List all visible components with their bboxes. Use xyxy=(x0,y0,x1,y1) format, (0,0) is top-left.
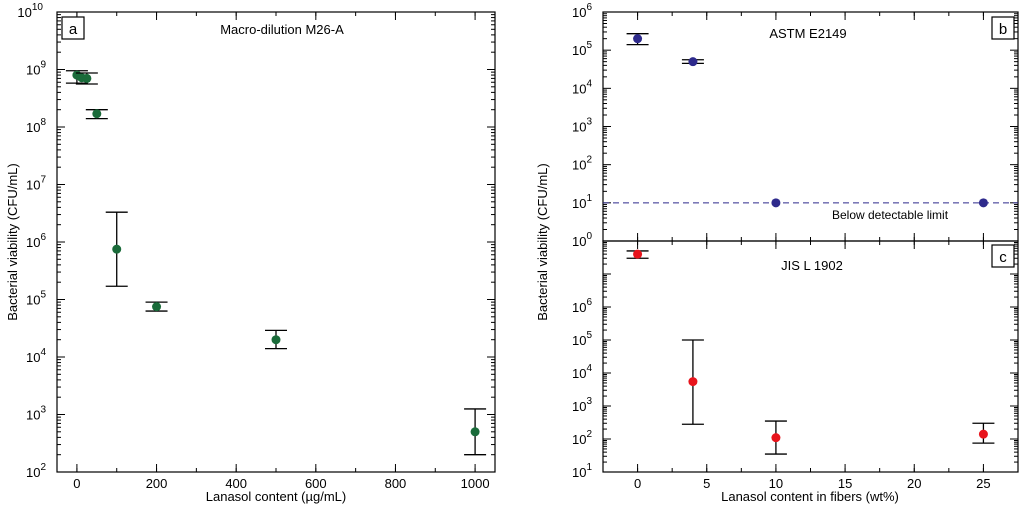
x-tick-label: 400 xyxy=(225,476,247,491)
y-tick-label: 106 xyxy=(572,2,592,20)
data-point xyxy=(771,198,781,208)
panel-c-letter: c xyxy=(999,249,1007,266)
y-tick-exponent: 6 xyxy=(586,297,592,308)
panel-b-letter: b xyxy=(999,21,1007,38)
data-point xyxy=(688,57,698,67)
y-tick-exponent: 0 xyxy=(586,231,592,242)
y-tick-label: 101 xyxy=(572,193,592,211)
x-tick-label: 15 xyxy=(838,476,852,491)
y-tick-label: 105 xyxy=(572,330,592,348)
y-tick-label: 102 xyxy=(572,155,592,173)
panel-c-title: JIS L 1902 xyxy=(781,258,843,273)
y-tick-label: 106 xyxy=(572,297,592,315)
y-tick-exponent: 3 xyxy=(40,405,46,416)
panel-c-frame xyxy=(602,240,1019,473)
y-tick-exponent: 6 xyxy=(586,2,592,13)
y-tick-exponent: 9 xyxy=(40,60,46,71)
x-tick-label: 0 xyxy=(73,476,80,491)
y-tick-label: 103 xyxy=(572,117,592,135)
y-tick-label: 105 xyxy=(26,290,46,308)
data-point xyxy=(92,109,102,119)
y-tick-exponent: 2 xyxy=(586,155,592,166)
panel-a-frame xyxy=(56,11,496,473)
y-tick-label: 107 xyxy=(26,175,46,193)
data-point xyxy=(152,302,162,312)
data-point xyxy=(633,249,643,259)
data-point xyxy=(112,244,122,254)
y-tick-label: 102 xyxy=(26,462,46,480)
panel-c-xlabel: Lanasol content in fibers (wt%) xyxy=(721,489,899,504)
y-tick-label: 104 xyxy=(572,363,592,381)
y-tick-exponent: 4 xyxy=(40,347,46,358)
data-point xyxy=(771,433,781,443)
panel-c-letter-box xyxy=(991,244,1015,268)
y-tick-label: 103 xyxy=(26,405,46,423)
data-point xyxy=(978,429,988,439)
x-tick-label: 25 xyxy=(976,476,990,491)
x-tick-label: 20 xyxy=(907,476,921,491)
y-tick-label: 1010 xyxy=(17,2,43,20)
y-tick-exponent: 2 xyxy=(586,429,592,440)
y-tick-exponent: 10 xyxy=(32,2,44,13)
panel-b-frame xyxy=(602,11,1019,242)
y-tick-exponent: 1 xyxy=(586,193,592,204)
y-tick-exponent: 2 xyxy=(40,462,46,473)
panel-a-letter-box xyxy=(61,16,85,40)
y-tick-label: 104 xyxy=(572,78,592,96)
x-tick-label: 200 xyxy=(146,476,168,491)
x-tick-label: 600 xyxy=(305,476,327,491)
data-point xyxy=(633,34,643,44)
x-tick-label: 1000 xyxy=(461,476,490,491)
x-tick-label: 0 xyxy=(634,476,641,491)
y-tick-label: 109 xyxy=(26,60,46,78)
y-tick-label: 106 xyxy=(26,232,46,250)
y-tick-label: 104 xyxy=(26,347,46,365)
x-tick-label: 10 xyxy=(769,476,783,491)
data-point xyxy=(688,377,698,387)
y-tick-exponent: 3 xyxy=(586,117,592,128)
panel-a-title: Macro-dilution M26-A xyxy=(220,22,344,37)
y-tick-label: 108 xyxy=(26,117,46,135)
y-tick-exponent: 5 xyxy=(40,290,46,301)
x-tick-label: 5 xyxy=(703,476,710,491)
x-tick-label: 800 xyxy=(385,476,407,491)
panel-a-ylabel: Bacterial viability (CFU/mL) xyxy=(5,163,20,320)
data-point xyxy=(978,198,988,208)
y-tick-exponent: 4 xyxy=(586,363,592,374)
y-tick-exponent: 7 xyxy=(40,175,46,186)
panel-b-title: ASTM E2149 xyxy=(769,26,846,41)
y-tick-exponent: 6 xyxy=(40,232,46,243)
y-tick-exponent: 3 xyxy=(586,396,592,407)
data-point xyxy=(470,427,480,437)
y-tick-exponent: 8 xyxy=(40,117,46,128)
y-tick-exponent: 4 xyxy=(586,78,592,89)
panel-cb-ylabel: Bacterial viability (CFU/mL) xyxy=(535,163,550,320)
data-point xyxy=(271,335,281,345)
y-tick-exponent: 5 xyxy=(586,40,592,51)
y-tick-label: 102 xyxy=(572,429,592,447)
data-point xyxy=(82,73,92,83)
y-tick-label: 103 xyxy=(572,396,592,414)
panel-a-letter: a xyxy=(69,21,78,38)
y-tick-exponent: 5 xyxy=(586,330,592,341)
panel-a-xlabel: Lanasol content (µg/mL) xyxy=(206,489,346,504)
panel-b-letter-box xyxy=(991,16,1015,40)
y-tick-label: 101 xyxy=(572,462,592,480)
y-tick-label: 100 xyxy=(572,231,592,249)
detection-limit-label: Below detectable limit xyxy=(832,208,949,222)
y-tick-label: 105 xyxy=(572,40,592,58)
y-tick-exponent: 1 xyxy=(586,462,592,473)
